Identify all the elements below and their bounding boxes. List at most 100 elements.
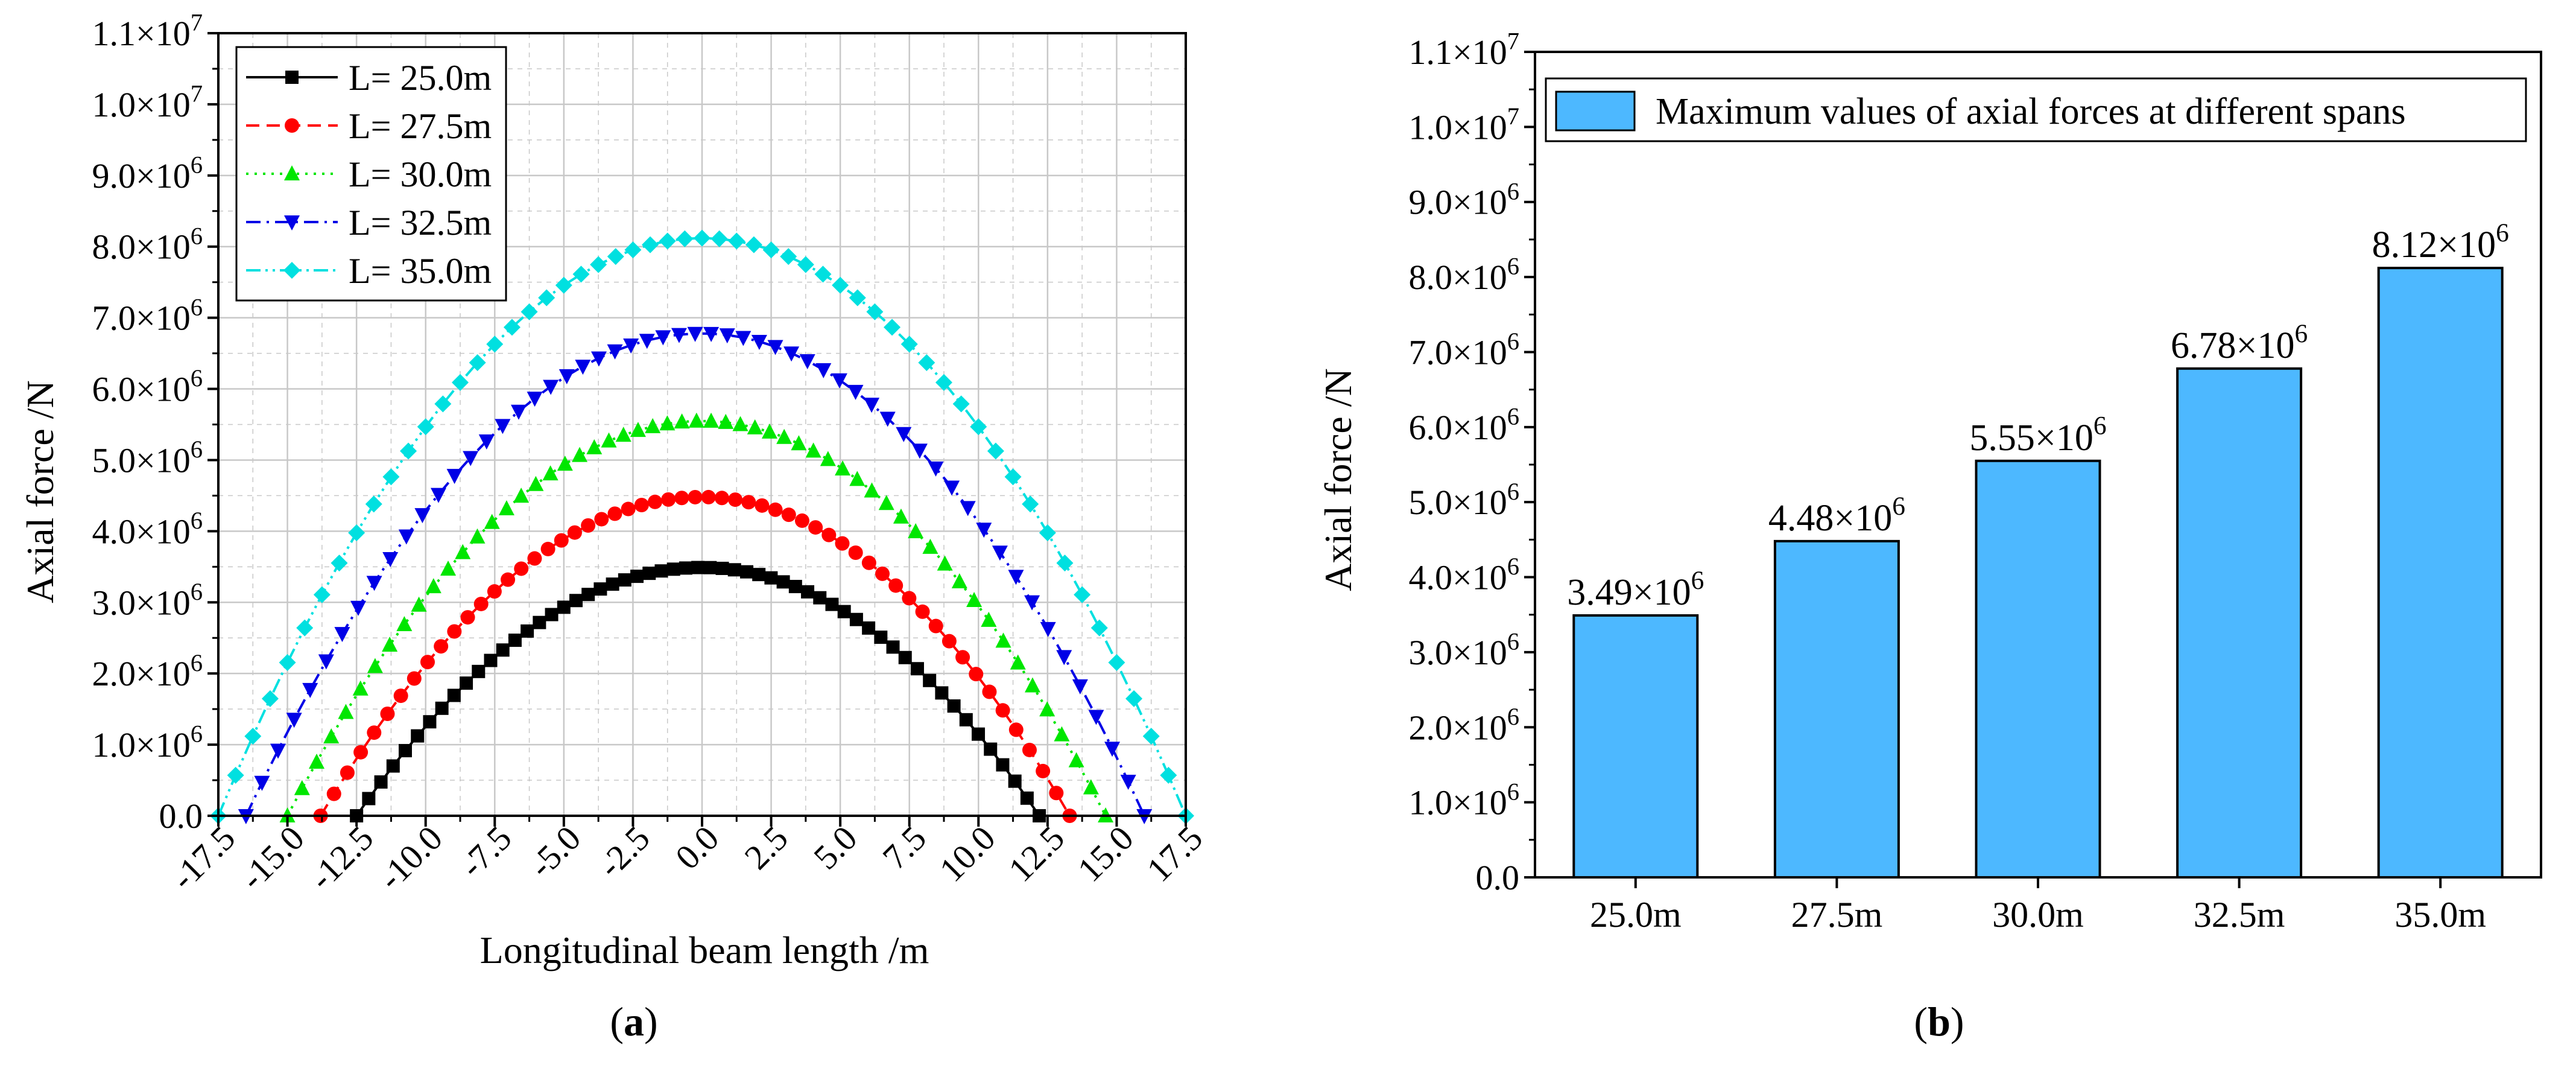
series-point-25 — [642, 567, 656, 580]
series-point-30 — [294, 780, 310, 795]
y-tick-label: 0.0 — [159, 796, 203, 836]
panel-b-y-tick-labels: 0.0 1.0×106 2.0×106 3.0×106 4.0×106 5.0×106 6.… — [1408, 28, 1519, 897]
series-point-25 — [886, 640, 900, 654]
series-point-30 — [513, 488, 530, 503]
series-point-35 — [1108, 653, 1125, 671]
series-point-25 — [533, 615, 546, 629]
series-point-35 — [452, 373, 469, 391]
series-point-25 — [386, 759, 400, 773]
series-point-35 — [1056, 555, 1074, 572]
series-point-32.5 — [976, 523, 992, 538]
y-tick-label: 7.0×106 — [92, 293, 203, 337]
panel-a-legend: L= 25.0m L= 27.5m L= 30.0m L= 32.5m L= 35.0m — [235, 46, 507, 302]
series-point-30 — [732, 416, 748, 431]
series-point-25 — [423, 715, 437, 729]
series-point-25 — [874, 631, 888, 644]
series-point-35 — [486, 335, 504, 353]
series-point-25 — [460, 676, 473, 690]
series-point-30 — [469, 528, 486, 544]
x-tick-label: 15.0 — [1070, 818, 1141, 889]
series-point-32.5 — [751, 334, 767, 350]
y-tick-label: 1.1×107 — [1408, 28, 1519, 72]
series-point-32.5 — [318, 654, 334, 670]
series-point-35 — [935, 373, 952, 391]
series-point-32.5 — [1024, 595, 1040, 611]
series-point-32.5 — [623, 338, 639, 354]
x-tick-label: 0.0 — [668, 818, 726, 877]
series-point-25 — [959, 713, 973, 726]
series-point-35 — [884, 319, 901, 336]
bar — [2176, 367, 2303, 879]
series-point-25 — [898, 650, 912, 664]
series-point-30 — [761, 423, 777, 439]
series-point-32.5 — [879, 412, 896, 427]
series-point-27.5 — [915, 604, 930, 619]
series-point-32.5 — [350, 600, 367, 616]
series-point-30 — [498, 500, 514, 516]
panel-a-series — [210, 229, 1194, 824]
series-point-27.5 — [661, 492, 676, 507]
series-point-27.5 — [460, 610, 475, 625]
series-point-25 — [703, 561, 717, 574]
series-point-25 — [910, 662, 924, 676]
series-point-27.5 — [621, 501, 636, 517]
series-point-35 — [952, 395, 970, 413]
series-point-35 — [244, 728, 262, 745]
legend-label: L= 32.5m — [349, 203, 492, 243]
series-point-35 — [434, 395, 452, 413]
panel-b-data-labels: 3.49×106 4.48×106 5.55×106 6.78×106 8.12×106 — [1567, 218, 2509, 613]
panel-a-x-axis-label: Longitudinal beam length /m — [480, 929, 929, 971]
series-point-32.5 — [527, 392, 543, 407]
series-point-30 — [1083, 779, 1099, 795]
series-point-32.5 — [783, 346, 800, 362]
series-point-30 — [1024, 677, 1040, 693]
series-point-30 — [951, 573, 967, 588]
legend-marker — [285, 118, 299, 133]
series-point-35 — [832, 276, 849, 294]
series-point-25 — [411, 729, 425, 743]
series-point-27.5 — [487, 584, 502, 599]
series-27.5 — [313, 489, 1077, 823]
series-point-30 — [1068, 752, 1084, 768]
series-point-27.5 — [808, 520, 823, 535]
series-point-27.5 — [768, 502, 783, 517]
series-point-32.5 — [334, 627, 350, 643]
series-point-32.5 — [590, 351, 607, 367]
series-point-27.5 — [1049, 786, 1064, 801]
series-point-27.5 — [447, 624, 462, 639]
series-point-30 — [718, 413, 734, 429]
legend-marker — [283, 262, 300, 279]
series-point-32.5 — [767, 340, 783, 355]
series-point-27.5 — [728, 492, 743, 507]
series-30 — [279, 412, 1114, 822]
series-point-32.5 — [1056, 650, 1072, 666]
series-35 — [210, 229, 1194, 824]
series-point-35 — [521, 303, 538, 320]
series-point-32.5 — [286, 713, 302, 728]
series-point-25 — [569, 594, 583, 608]
bar — [2377, 267, 2504, 879]
y-tick-label: 7.0×106 — [1408, 328, 1519, 372]
y-tick-label: 5.0×106 — [1408, 478, 1519, 522]
series-point-25 — [362, 792, 376, 806]
series-point-25 — [618, 573, 631, 587]
series-point-30 — [659, 415, 676, 431]
series-point-25 — [752, 568, 766, 582]
series-point-30 — [425, 578, 441, 594]
series-point-25 — [521, 624, 534, 638]
series-point-25 — [435, 701, 449, 715]
series-point-35 — [814, 265, 832, 283]
series-point-32.5 — [847, 384, 864, 400]
series-point-27.5 — [434, 639, 449, 654]
series-point-25 — [1020, 791, 1034, 805]
series-point-25 — [666, 562, 680, 576]
y-tick-label: 4.0×106 — [92, 507, 203, 551]
panel-b-caption: (b) — [1914, 999, 1964, 1044]
series-point-30 — [323, 728, 340, 743]
series-point-35 — [642, 236, 659, 253]
series-point-25 — [374, 775, 388, 789]
series-point-35 — [572, 265, 590, 283]
bar-data-label: 3.49×106 — [1567, 566, 1704, 613]
y-tick-label: 2.0×106 — [92, 649, 203, 693]
series-point-25 — [776, 575, 790, 589]
